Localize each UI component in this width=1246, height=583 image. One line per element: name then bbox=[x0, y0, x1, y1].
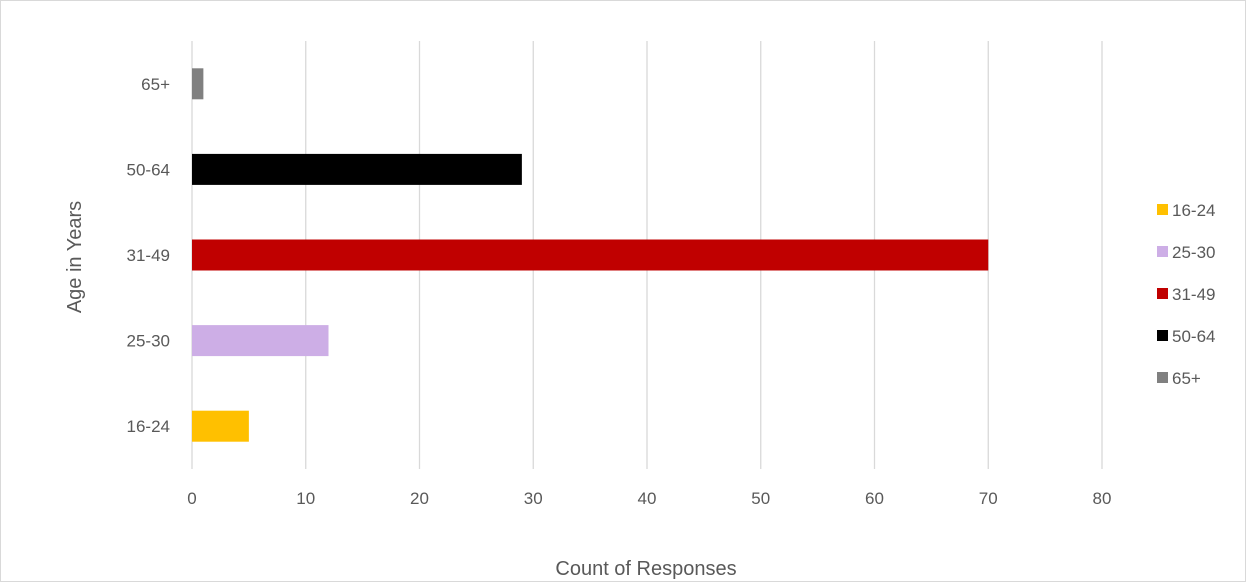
x-tick-label: 50 bbox=[751, 489, 770, 508]
y-tick-label: 65+ bbox=[141, 75, 170, 94]
y-tick-labels: 16-24 25-30 31-49 50-64 65+ bbox=[127, 75, 171, 436]
legend-swatch-50-64 bbox=[1157, 330, 1168, 341]
x-tick-labels: 0 10 20 30 40 50 60 70 80 bbox=[187, 489, 1111, 508]
legend-label: 65+ bbox=[1172, 369, 1201, 388]
x-axis-title: Count of Responses bbox=[555, 558, 736, 580]
x-tick-label: 40 bbox=[638, 489, 657, 508]
x-tick-label: 0 bbox=[187, 489, 196, 508]
legend-swatch-31-49 bbox=[1157, 288, 1168, 299]
bar-31-49 bbox=[192, 239, 989, 271]
y-tick-label: 50-64 bbox=[127, 160, 170, 179]
bars bbox=[192, 68, 989, 442]
legend-swatch-25-30 bbox=[1157, 246, 1168, 257]
y-tick-label: 16-24 bbox=[127, 417, 170, 436]
bar-65+ bbox=[192, 68, 204, 100]
bar-25-30 bbox=[192, 325, 329, 357]
y-axis-title: Age in Years bbox=[64, 201, 86, 313]
x-tick-label: 20 bbox=[410, 489, 429, 508]
legend-swatch-65+ bbox=[1157, 372, 1168, 383]
legend-label: 31-49 bbox=[1172, 285, 1215, 304]
legend-label: 25-30 bbox=[1172, 243, 1215, 262]
x-tick-label: 30 bbox=[524, 489, 543, 508]
bar-50-64 bbox=[192, 153, 522, 185]
bar-16-24 bbox=[192, 410, 249, 442]
y-tick-label: 25-30 bbox=[127, 332, 170, 351]
legend-label: 50-64 bbox=[1172, 327, 1215, 346]
legend-swatch-16-24 bbox=[1157, 204, 1168, 215]
legend: 16-24 25-30 31-49 50-64 65+ bbox=[1157, 201, 1215, 388]
x-tick-label: 70 bbox=[979, 489, 998, 508]
x-tick-label: 10 bbox=[296, 489, 315, 508]
y-tick-label: 31-49 bbox=[127, 246, 170, 265]
x-tick-label: 60 bbox=[865, 489, 884, 508]
legend-label: 16-24 bbox=[1172, 201, 1215, 220]
x-tick-label: 80 bbox=[1093, 489, 1112, 508]
